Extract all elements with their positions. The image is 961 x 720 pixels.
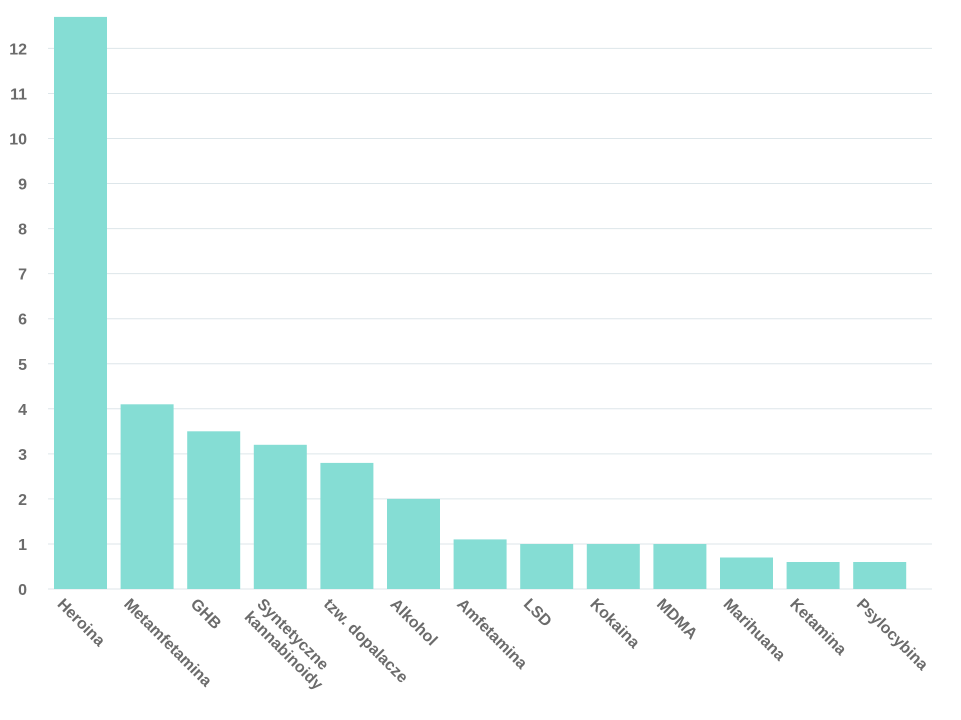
bars [54,16,907,589]
y-tick-label: 3 [18,447,27,464]
x-category-label: Marihuana [720,596,789,665]
x-category-label: Alkohol [387,596,441,650]
bar-lsd [520,544,574,589]
bar-psylocybina [853,562,907,589]
bar-kokaina [586,544,640,589]
bar-mdma [653,544,707,589]
bar-ketamina [786,562,840,589]
y-tick-label: 9 [18,177,27,194]
y-tick-label: 7 [18,267,27,284]
x-category-label: Ketamina [786,596,849,659]
x-category-label: Kokaina [586,596,642,652]
bar-metamfetamina [120,404,174,589]
y-tick-label: 11 [10,86,27,103]
y-tick-label: 1 [18,537,27,554]
bar-tzw-dopalacze [320,462,374,589]
y-tick-label: 0 [18,582,27,599]
bar-heroina [54,16,107,589]
y-tick-label: 6 [18,312,27,329]
x-category-label: GHB [187,596,224,633]
bar-marihuana [720,557,773,589]
y-tick-label: 5 [18,357,27,374]
x-category-label: MDMA [653,596,701,644]
gridlines [48,47,932,590]
bar-alkohol [387,498,440,589]
x-category-label: Heroina [54,596,108,650]
y-tick-label: 4 [18,402,27,419]
x-category-label: Amfetamina [453,596,530,673]
bar-ghb [187,431,241,589]
y-tick-label: 12 [9,41,27,58]
y-tick-label: 10 [9,132,27,149]
y-tick-label: 8 [18,222,27,239]
x-category-label: Psylocybina [853,596,931,674]
bar-amfetamina [453,539,507,589]
x-category-label: LSD [520,596,555,631]
y-tick-label: 2 [18,492,27,509]
bar-syntetyczne [253,444,307,589]
